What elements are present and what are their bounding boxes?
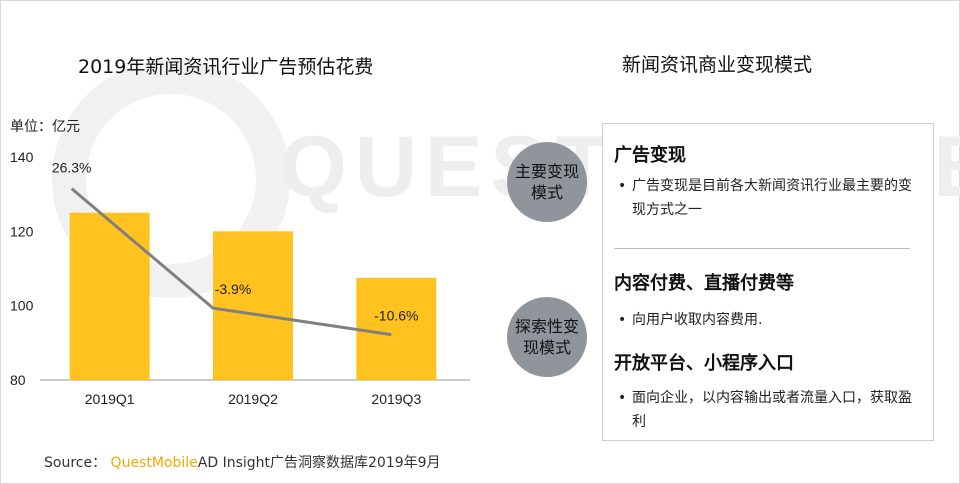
source-note: Source： QuestMobileAD Insight广告洞察数据库2019… xyxy=(44,452,441,472)
section-divider xyxy=(614,248,910,249)
growth-label: 26.3% xyxy=(52,160,92,176)
x-tick-label: 2019Q1 xyxy=(85,391,135,407)
x-tick-label: 2019Q2 xyxy=(228,391,278,407)
circle-main-monetization: 主要变现模式 xyxy=(507,142,587,222)
section-title-paid-content: 内容付费、直播付费等 xyxy=(614,273,794,294)
section-title-ads: 广告变现 xyxy=(614,145,686,166)
section-title-open-platform: 开放平台、小程序入口 xyxy=(614,353,794,374)
y-tick-label: 140 xyxy=(10,149,34,165)
bar xyxy=(356,277,437,380)
circle-main-label: 主要变现模式 xyxy=(515,162,580,202)
growth-line xyxy=(70,187,392,337)
y-tick-label: 100 xyxy=(10,298,34,314)
y-tick-label: 120 xyxy=(10,223,34,239)
ad-spend-chart: 80 100 120 140 2019Q1 2019Q2 2019Q3 26.3% -3.9% -… xyxy=(10,149,470,407)
section-bullet-paid-content: 向用户收取内容费用. xyxy=(618,308,922,332)
section-bullet-open-platform: 面向企业，以内容输出或者流量入口，获取盈利 xyxy=(618,386,922,434)
source-prefix: Source： xyxy=(44,455,107,471)
growth-label: -10.6% xyxy=(374,308,418,324)
section-bullet-ads: 广告变现是目前各大新闻资讯行业最主要的变现方式之一 xyxy=(618,174,922,222)
chart-title: 2019年新闻资讯行业广告预估花费 xyxy=(78,56,374,78)
source-rest: AD Insight广告洞察数据库2019年9月 xyxy=(197,455,441,471)
growth-label: -3.9% xyxy=(215,281,252,297)
source-brand: QuestMobile xyxy=(110,455,198,471)
y-tick-label: 80 xyxy=(10,372,26,388)
x-tick-label: 2019Q3 xyxy=(371,391,421,407)
circle-exploratory-label: 探索性变现模式 xyxy=(515,317,580,357)
monetization-title: 新闻资讯商业变现模式 xyxy=(622,54,813,76)
circle-exploratory-monetization: 探索性变现模式 xyxy=(507,297,587,377)
unit-label: 单位：亿元 xyxy=(10,119,80,135)
bar xyxy=(69,212,150,380)
bar xyxy=(213,231,293,380)
